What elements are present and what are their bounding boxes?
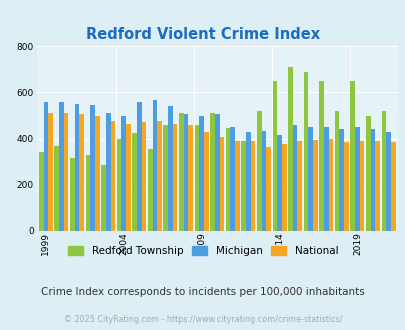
Bar: [85, 155, 90, 231]
Bar: [312, 140, 317, 231]
Bar: [194, 125, 199, 231]
Bar: [250, 141, 255, 231]
Bar: [354, 127, 359, 231]
Bar: [230, 127, 234, 231]
Bar: [288, 67, 292, 231]
Bar: [136, 102, 141, 231]
Bar: [359, 141, 364, 231]
Bar: [381, 111, 385, 231]
Bar: [39, 152, 43, 231]
Bar: [141, 122, 146, 231]
Bar: [173, 123, 177, 231]
Bar: [234, 141, 239, 231]
Bar: [75, 104, 79, 231]
Bar: [199, 115, 203, 231]
Bar: [214, 115, 219, 231]
Bar: [168, 106, 173, 231]
Bar: [79, 115, 84, 231]
Bar: [121, 115, 126, 231]
Bar: [303, 72, 307, 231]
Bar: [203, 132, 208, 231]
Bar: [339, 129, 343, 231]
Bar: [54, 146, 59, 231]
Bar: [179, 113, 183, 231]
Bar: [90, 105, 95, 231]
Bar: [59, 102, 64, 231]
Bar: [48, 113, 53, 231]
Bar: [70, 158, 75, 231]
Bar: [95, 115, 99, 231]
Bar: [101, 165, 106, 231]
Bar: [370, 129, 374, 231]
Bar: [374, 141, 379, 231]
Bar: [323, 127, 328, 231]
Bar: [147, 149, 152, 231]
Bar: [256, 111, 261, 231]
Bar: [281, 145, 286, 231]
Bar: [334, 111, 339, 231]
Bar: [110, 121, 115, 231]
Bar: [245, 132, 250, 231]
Bar: [106, 113, 110, 231]
Bar: [188, 125, 193, 231]
Bar: [157, 121, 162, 231]
Bar: [132, 133, 136, 231]
Bar: [365, 115, 370, 231]
Bar: [266, 147, 270, 231]
Bar: [152, 100, 157, 231]
Text: Redford Violent Crime Index: Redford Violent Crime Index: [86, 27, 319, 42]
Bar: [210, 113, 214, 231]
Bar: [328, 139, 333, 231]
Bar: [272, 81, 277, 231]
Bar: [390, 142, 394, 231]
Bar: [241, 141, 245, 231]
Bar: [183, 115, 188, 231]
Bar: [277, 135, 281, 231]
Bar: [225, 128, 230, 231]
Bar: [64, 113, 68, 231]
Bar: [318, 81, 323, 231]
Bar: [261, 130, 266, 231]
Text: © 2025 CityRating.com - https://www.cityrating.com/crime-statistics/: © 2025 CityRating.com - https://www.city…: [64, 315, 341, 324]
Bar: [126, 123, 130, 231]
Bar: [385, 132, 390, 231]
Bar: [350, 81, 354, 231]
Bar: [292, 125, 297, 231]
Bar: [43, 102, 48, 231]
Bar: [343, 142, 348, 231]
Bar: [163, 125, 168, 231]
Bar: [117, 139, 121, 231]
Legend: Redford Township, Michigan, National: Redford Township, Michigan, National: [63, 242, 342, 260]
Bar: [307, 127, 312, 231]
Text: Crime Index corresponds to incidents per 100,000 inhabitants: Crime Index corresponds to incidents per…: [41, 287, 364, 297]
Bar: [297, 141, 301, 231]
Bar: [219, 137, 224, 231]
